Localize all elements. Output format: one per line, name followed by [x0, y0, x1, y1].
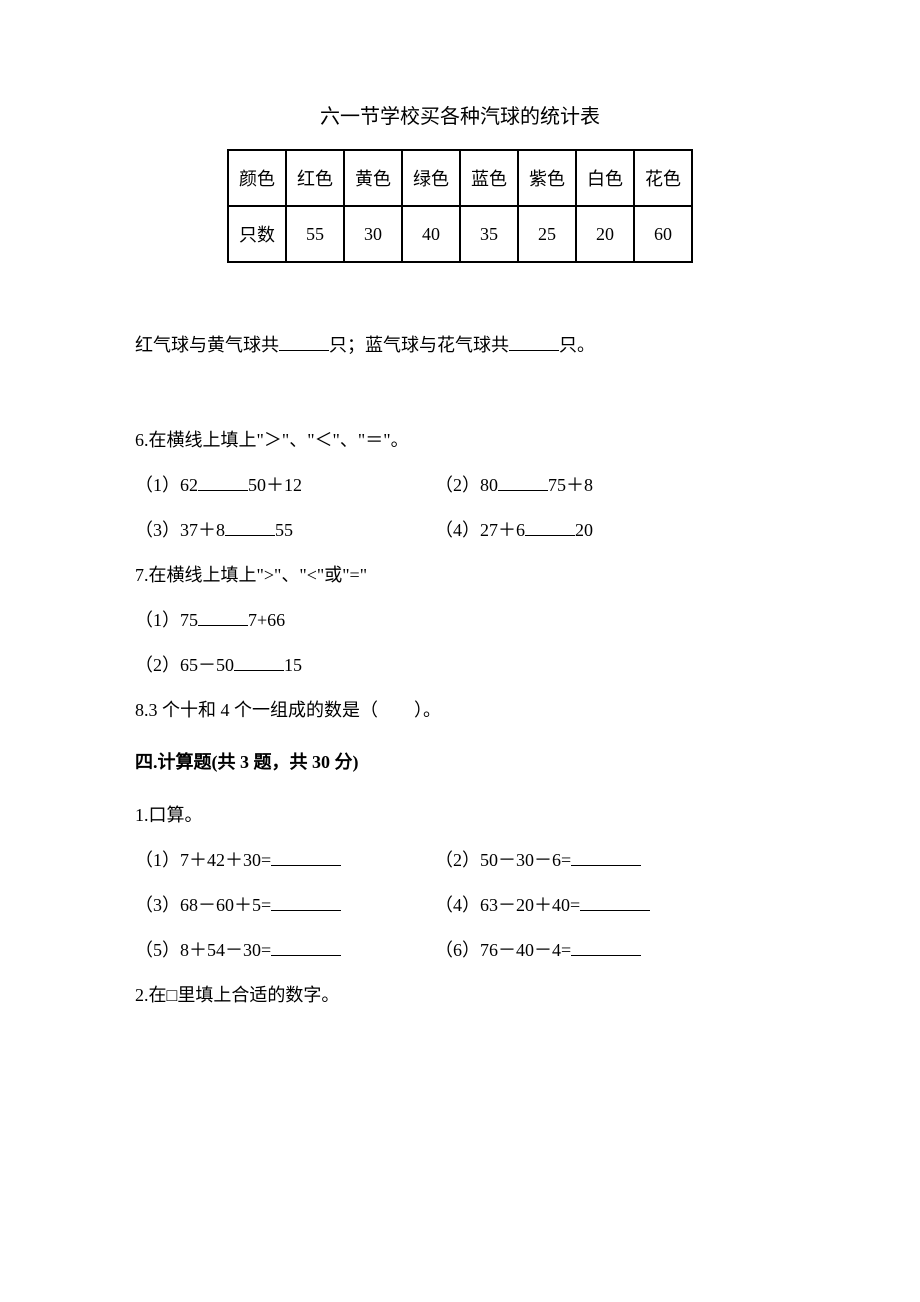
table-cell: 紫色 [518, 150, 576, 206]
calc1-item-label: （1）7＋42＋30= [135, 850, 271, 870]
fill-blank[interactable] [271, 848, 341, 866]
q7-item-1: （1）75 7+66 [135, 598, 785, 643]
calc1-item-label: （3）68－60＋5= [135, 895, 271, 915]
q5-text-part3: 只。 [559, 335, 595, 355]
q7-item-label: （2）65－50 [135, 655, 234, 675]
table-row: 只数 55 30 40 35 25 20 60 [228, 206, 692, 262]
fill-blank[interactable] [225, 518, 275, 536]
q6-item-2: （2）80 75＋8 [435, 463, 785, 508]
table-cell: 白色 [576, 150, 634, 206]
fill-blank[interactable] [571, 938, 641, 956]
calc1-title: 1.口算。 [135, 793, 785, 838]
table-title: 六一节学校买各种汽球的统计表 [135, 100, 785, 129]
table-cell: 花色 [634, 150, 692, 206]
fill-blank[interactable] [271, 938, 341, 956]
q6-item-right: 20 [575, 520, 593, 540]
q6-item-3: （3）37＋8 55 [135, 508, 435, 553]
q7-item-label: （1）75 [135, 610, 198, 630]
q6-item-right: 75＋8 [548, 475, 593, 495]
calc2-title: 2.在□里填上合适的数字。 [135, 973, 785, 1018]
balloon-stats-table: 颜色 红色 黄色 绿色 蓝色 紫色 白色 花色 只数 55 30 40 35 2… [227, 149, 693, 263]
table-cell: 蓝色 [460, 150, 518, 206]
fill-blank[interactable] [198, 473, 248, 491]
q6-item-label: （3）37＋8 [135, 520, 225, 540]
q6-item-label: （1）62 [135, 475, 198, 495]
q5-summary-line: 红气球与黄气球共 只；蓝气球与花气球共 只。 [135, 323, 785, 368]
calc1-item-label: （2）50－30－6= [435, 850, 571, 870]
q6-title: 6.在横线上填上"＞"、"＜"、"＝"。 [135, 418, 785, 463]
fill-blank[interactable] [571, 848, 641, 866]
table-cell: 红色 [286, 150, 344, 206]
q6-item-label: （4）27＋6 [435, 520, 525, 540]
q6-item-label: （2）80 [435, 475, 498, 495]
calc1-item-1: （1）7＋42＋30= [135, 838, 435, 883]
table-cell: 绿色 [402, 150, 460, 206]
calc1-item-2: （2）50－30－6= [435, 838, 785, 883]
fill-blank[interactable] [271, 893, 341, 911]
q7-title: 7.在横线上填上">"、"<"或"=" [135, 553, 785, 598]
section-4-header: 四.计算题(共 3 题，共 30 分) [135, 743, 785, 783]
q7-item-2: （2）65－50 15 [135, 643, 785, 688]
fill-blank[interactable] [498, 473, 548, 491]
table-cell: 60 [634, 206, 692, 262]
table-cell: 40 [402, 206, 460, 262]
fill-blank[interactable] [279, 333, 329, 351]
q6-item-4: （4）27＋6 20 [435, 508, 785, 553]
table-cell: 黄色 [344, 150, 402, 206]
table-cell: 55 [286, 206, 344, 262]
q6-item-right: 50＋12 [248, 475, 302, 495]
q8-text: 8.3 个十和 4 个一组成的数是（ ）。 [135, 688, 785, 733]
table-cell: 35 [460, 206, 518, 262]
q6-item-1: （1）62 50＋12 [135, 463, 435, 508]
calc1-item-label: （4）63－20＋40= [435, 895, 580, 915]
table-cell: 25 [518, 206, 576, 262]
table-cell: 30 [344, 206, 402, 262]
table-cell: 20 [576, 206, 634, 262]
q6-item-right: 55 [275, 520, 293, 540]
fill-blank[interactable] [580, 893, 650, 911]
q7-item-right: 15 [284, 655, 302, 675]
calc1-item-6: （6）76－40－4= [435, 928, 785, 973]
q7-item-right: 7+66 [248, 610, 285, 630]
calc1-item-label: （6）76－40－4= [435, 940, 571, 960]
table-row: 颜色 红色 黄色 绿色 蓝色 紫色 白色 花色 [228, 150, 692, 206]
calc1-item-3: （3）68－60＋5= [135, 883, 435, 928]
q5-text-part1: 红气球与黄气球共 [135, 335, 279, 355]
table-cell-header: 颜色 [228, 150, 286, 206]
q5-text-part2: 只；蓝气球与花气球共 [329, 335, 509, 355]
fill-blank[interactable] [525, 518, 575, 536]
fill-blank[interactable] [234, 653, 284, 671]
table-cell-header: 只数 [228, 206, 286, 262]
calc1-item-4: （4）63－20＋40= [435, 883, 785, 928]
calc1-item-label: （5）8＋54－30= [135, 940, 271, 960]
fill-blank[interactable] [198, 608, 248, 626]
calc1-item-5: （5）8＋54－30= [135, 928, 435, 973]
fill-blank[interactable] [509, 333, 559, 351]
